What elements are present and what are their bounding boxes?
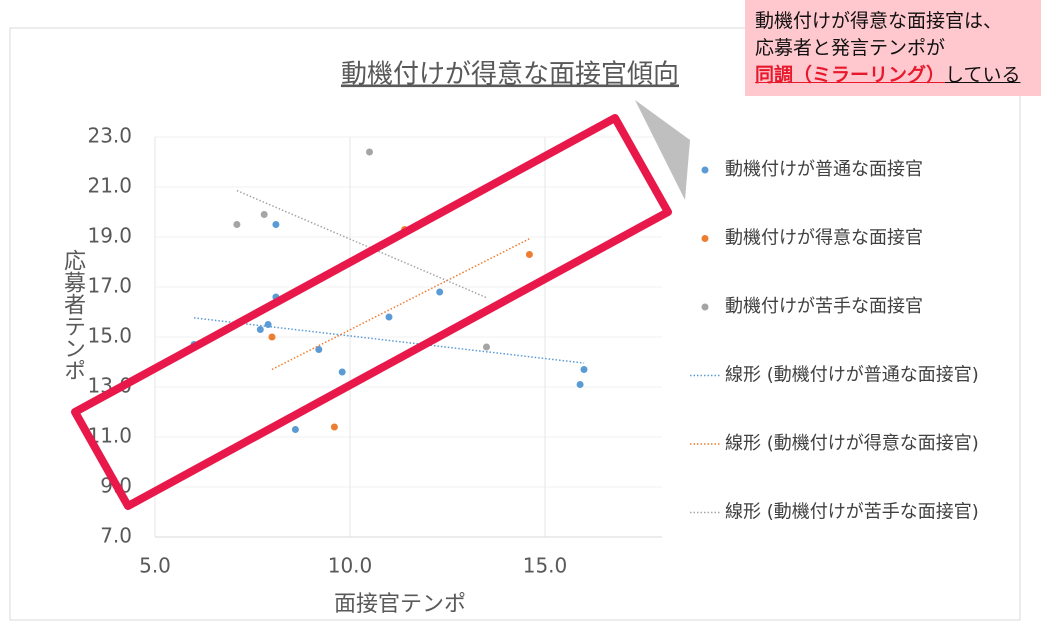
- point: [315, 346, 323, 353]
- y-tick-label: 19.0: [87, 224, 132, 248]
- legend-label: 動機付けが苦手な面接官: [725, 296, 923, 317]
- callout-highlight: 同調（ミラーリング）: [755, 64, 946, 86]
- legend-label: 線形 (動機付けが苦手な面接官): [725, 502, 979, 523]
- point: [576, 381, 584, 388]
- legend-label: 線形 (動機付けが普通な面接官): [725, 365, 979, 386]
- y-tick-label: 17.0: [87, 274, 132, 298]
- point: [268, 333, 276, 341]
- callout-rest: している: [945, 64, 1021, 86]
- x-tick-label: 15.0: [523, 554, 568, 578]
- x-axis-label: 面接官テンポ: [334, 592, 466, 617]
- point: [580, 366, 588, 373]
- callout-line: 動機付けが得意な面接官は、: [755, 10, 1003, 32]
- x-tick-label: 5.0: [139, 554, 171, 578]
- point: [233, 221, 241, 228]
- point: [272, 221, 280, 228]
- point: [366, 148, 373, 156]
- highlight-box: [71, 114, 672, 510]
- point: [291, 426, 299, 433]
- y-tick-label: 23.0: [87, 124, 132, 148]
- legend-label: 線形 (動機付けが得意な面接官): [725, 433, 979, 454]
- callout-line: 応募者と発言テンポが: [755, 37, 946, 59]
- point: [260, 211, 268, 218]
- y-tick-label: 15.0: [87, 324, 132, 348]
- point: [483, 343, 490, 351]
- legend-marker: [701, 235, 709, 242]
- callout-pointer: [635, 100, 690, 200]
- chart-title: 動機付けが得意な面接官傾向: [341, 60, 679, 90]
- legend-marker: [701, 303, 709, 311]
- y-tick-label: 21.0: [87, 174, 132, 198]
- y-tick-label: 7.0: [100, 524, 132, 548]
- trendline: [271, 238, 530, 371]
- point: [330, 423, 338, 431]
- legend-marker: [701, 166, 709, 174]
- trendline: [193, 317, 585, 364]
- point: [256, 326, 264, 333]
- callout-line: 同調（ミラーリング）している: [755, 62, 1031, 89]
- point: [436, 288, 444, 296]
- plot: 7.09.011.013.015.017.019.021.023.05.0 10.…: [87, 124, 978, 578]
- point: [338, 368, 346, 376]
- legend-label: 動機付けが得意な面接官: [725, 228, 923, 249]
- y-axis-label: 応募者テンポ: [60, 249, 86, 381]
- point: [264, 321, 272, 328]
- x-tick-label: 10.0: [328, 554, 373, 578]
- point: [385, 313, 393, 321]
- callout: 動機付けが得意な面接官は、 応募者と発言テンポが 同調（ミラーリング）している: [745, 0, 1041, 96]
- chart-frame: [9, 27, 1021, 621]
- point: [525, 251, 533, 258]
- legend-label: 動機付けが普通な面接官: [725, 159, 923, 180]
